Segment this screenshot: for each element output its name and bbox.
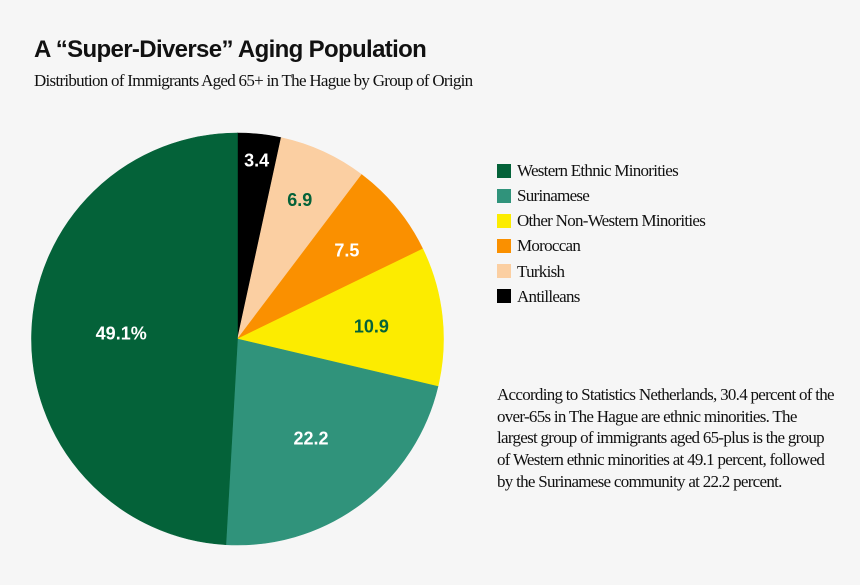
svg-text:10.9: 10.9 — [354, 317, 389, 337]
svg-text:3.4: 3.4 — [244, 150, 269, 170]
svg-text:49.1%: 49.1% — [96, 323, 147, 343]
svg-text:22.2: 22.2 — [294, 429, 329, 449]
svg-text:6.9: 6.9 — [287, 190, 312, 210]
svg-text:7.5: 7.5 — [334, 240, 359, 260]
